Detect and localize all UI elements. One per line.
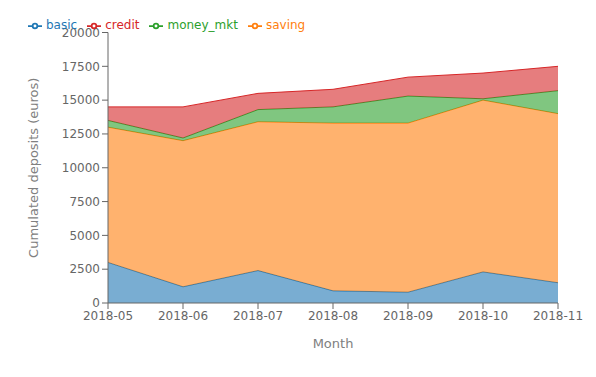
svg-text:12500: 12500 (62, 127, 100, 141)
svg-text:5000: 5000 (69, 229, 100, 243)
svg-text:2018-06: 2018-06 (158, 309, 208, 323)
svg-text:2018-09: 2018-09 (383, 309, 433, 323)
svg-text:20000: 20000 (62, 26, 100, 40)
html-text:money_mkt: money_mkt (167, 18, 238, 32)
svg-text:7500: 7500 (69, 195, 100, 209)
svg-text:2018-10: 2018-10 (458, 309, 508, 323)
svg-text:2018-07: 2018-07 (233, 309, 283, 323)
svg-text:0: 0 (92, 296, 100, 310)
html-text:basic: basic (46, 18, 78, 32)
svg-text:10000: 10000 (62, 161, 100, 175)
svg-text:Cumulated deposits (euros): Cumulated deposits (euros) (26, 78, 41, 258)
svg-text:2018-05: 2018-05 (83, 309, 133, 323)
svg-text:17500: 17500 (62, 60, 100, 74)
html-text:saving: saving (265, 18, 306, 32)
svg-text:2500: 2500 (69, 262, 100, 276)
svg-text:2018-11: 2018-11 (533, 309, 583, 323)
html-text:credit: credit (105, 18, 140, 32)
svg-text:Month: Month (313, 336, 354, 351)
svg-text:2018-08: 2018-08 (308, 309, 358, 323)
svg-text:15000: 15000 (62, 93, 100, 107)
